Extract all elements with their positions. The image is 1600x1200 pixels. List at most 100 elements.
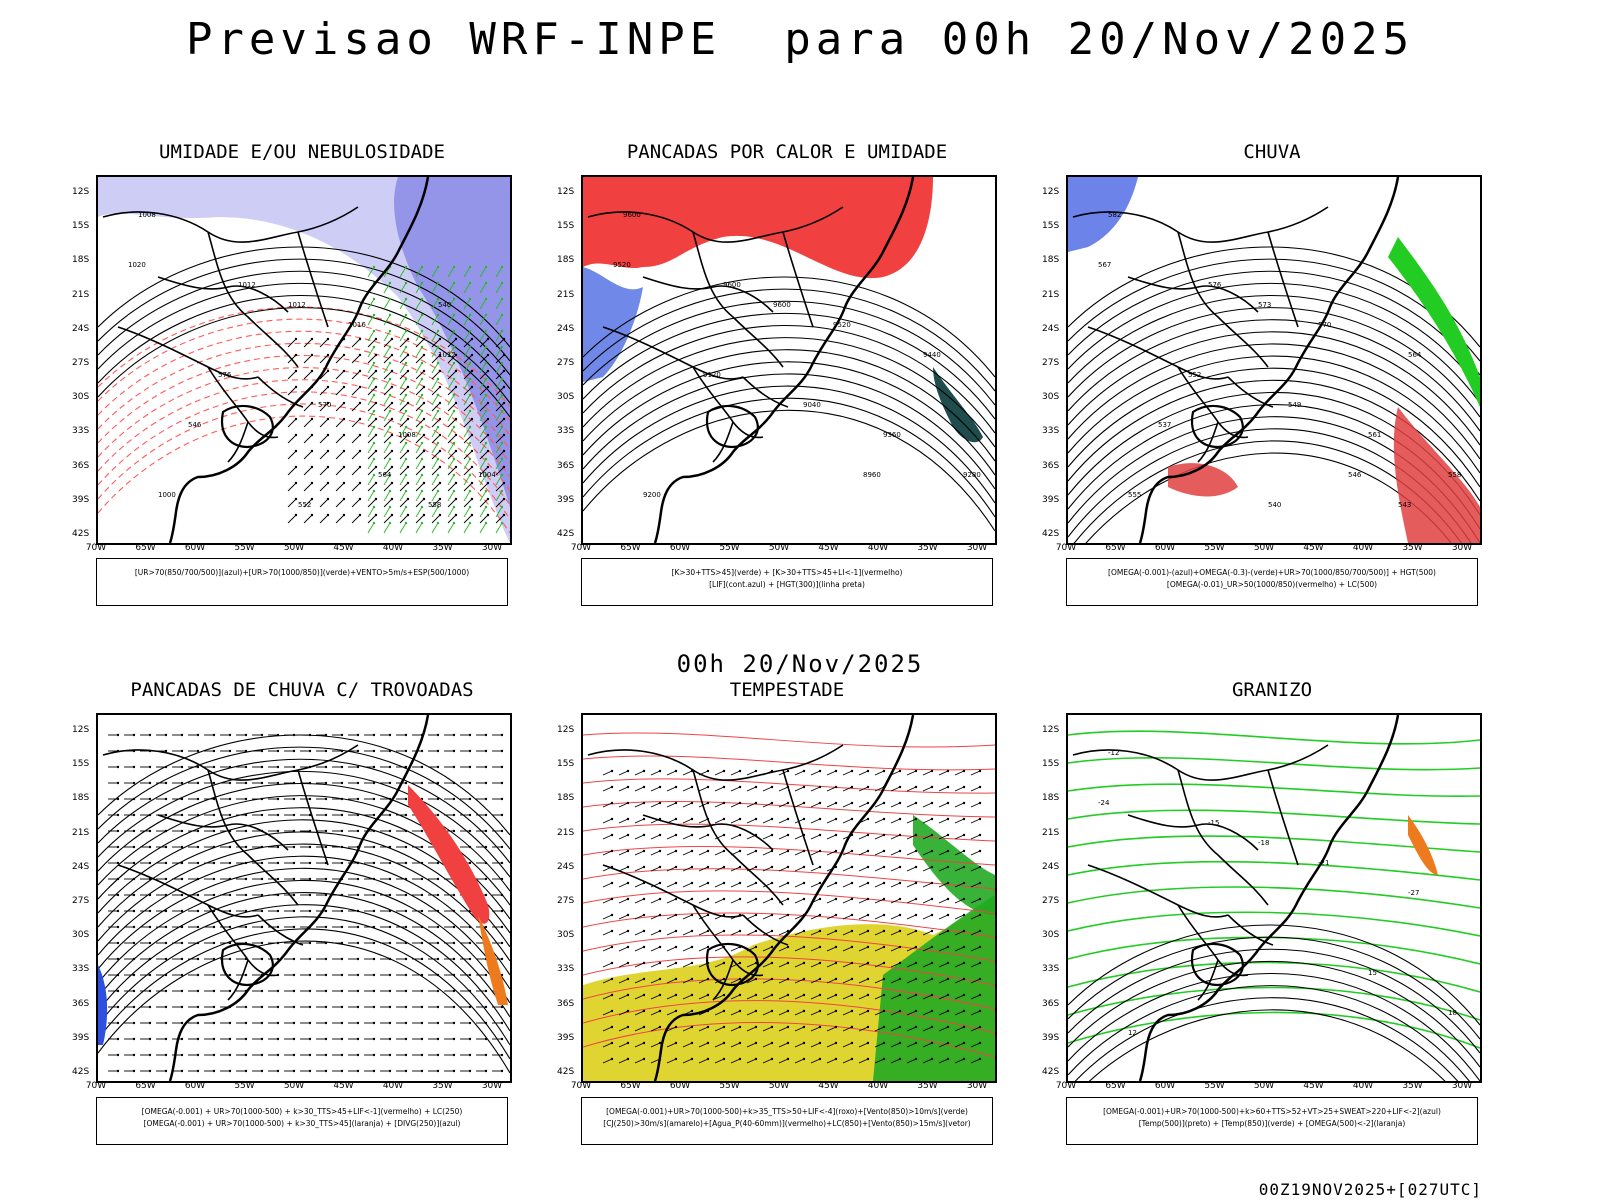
latitude-label: 24S (72, 323, 90, 334)
legend-line: [OMEGA(-0.01)_UR>50(1000/850)(vermelho) … (1166, 580, 1378, 589)
panel-title-pancadas-trovoadas: PANCADAS DE CHUVA C/ TROVOADAS (130, 679, 474, 701)
legend-chuva: [OMEGA(-0.001)-(azul)+OMEGA(-0.3)-(verde… (1066, 558, 1478, 606)
latitude-label: 33S (72, 426, 90, 437)
longitude-label: 45W (1303, 1081, 1324, 1091)
latitude-label: 42S (72, 1067, 90, 1077)
longitude-label: 60W (184, 543, 206, 553)
contour-label: -12 (1108, 749, 1119, 757)
contour-label: 546 (1348, 471, 1362, 479)
map-panel-pancadas-calor: 9600 9600 9600 9520 9520 9440 9360 9280 9200 9120… (581, 175, 997, 545)
contour-label: 549 (1288, 401, 1301, 409)
map-graphic-chuva: 582 576 573 570 567 564 561 558 555 552 549 546 543 5… (1068, 177, 1480, 543)
legend-tempestade: [OMEGA(-0.001)+UR>70(1000-500)+k>35_TTS>… (581, 1097, 993, 1145)
contour-label: 9440 (923, 351, 941, 359)
latitude-label: 15S (557, 759, 575, 770)
longitude-label: 55W (234, 1081, 255, 1091)
longitude-label: 35W (432, 543, 453, 553)
contour-label: 546 (188, 421, 202, 429)
latitude-label: 33S (1042, 426, 1060, 437)
legend-line: [OMEGA(-0.001)-(azul)+OMEGA(-0.3)-(verde… (1108, 568, 1436, 577)
map-panel-chuva: 582 576 573 570 567 564 561 558 555 552 549 546 543 5… (1066, 175, 1482, 545)
contour-label: 576 (218, 371, 232, 379)
latitude-label: 21S (72, 289, 90, 300)
latitude-label: 12S (557, 187, 575, 197)
longitude-label: 40W (867, 543, 889, 553)
latitude-label: 15S (72, 759, 90, 770)
latitude-label: 33S (557, 426, 575, 437)
longitude-label: 60W (669, 543, 691, 553)
panel-title-granizo: GRANIZO (1231, 679, 1313, 701)
contour-label: 543 (1398, 501, 1411, 509)
longitude-label: 60W (1154, 1081, 1176, 1091)
latitude-label: 33S (72, 964, 90, 975)
map-panel-tempestade (581, 713, 997, 1083)
latitude-label: 30S (72, 392, 90, 403)
legend-line: [OMEGA(-0.001)+UR>70(1000-500)+k>60+TTS>… (1103, 1107, 1441, 1116)
contour-label: 1016 (348, 321, 366, 329)
legend-line: [Temp(500)](preto) + [Temp(850)](verde) … (1138, 1119, 1406, 1128)
contour-label: 558 (1448, 471, 1461, 479)
contour-label: 9520 (613, 261, 631, 269)
longitude-label: 70W (85, 1081, 107, 1091)
longitude-label: 30W (481, 1081, 503, 1091)
contour-label: 8960 (863, 471, 881, 479)
latitude-label: 18S (72, 793, 90, 804)
latitude-label: 12S (72, 187, 90, 197)
map-panel-pancadas-trovoadas (96, 713, 512, 1083)
contour-label: 582 (1108, 211, 1121, 219)
longitude-label: 30W (966, 1081, 988, 1091)
contour-label: 15 (1368, 969, 1377, 977)
legend-line: [OMEGA(-0.001) + UR>70(1000-500) + k>30_… (143, 1119, 461, 1128)
latitude-label: 39S (1042, 1032, 1060, 1043)
latitude-label: 27S (557, 896, 575, 906)
longitude-label: 65W (1105, 1081, 1126, 1091)
longitude-label: 30W (1451, 543, 1473, 553)
contour-label: 561 (1368, 431, 1381, 439)
contour-label: 1012 (238, 281, 256, 289)
latitude-label: 30S (1042, 392, 1060, 403)
latitude-label: 42S (1042, 1067, 1060, 1077)
contour-label: 9280 (963, 471, 981, 479)
latitude-label: 30S (72, 930, 90, 941)
contour-label: 552 (298, 501, 311, 509)
latitude-label: 12S (1042, 725, 1060, 735)
longitude-label: 55W (234, 543, 255, 553)
longitude-label: 50W (1253, 543, 1275, 553)
contour-label: 537 (1158, 421, 1171, 429)
contour-label: -18 (1258, 839, 1269, 847)
latitude-label: 36S (72, 460, 90, 471)
latitude-label: 36S (72, 998, 90, 1009)
latitude-label: 27S (1042, 358, 1060, 368)
map-graphic-pancadas-calor: 9600 9600 9600 9520 9520 9440 9360 9280 9200 9120… (583, 177, 995, 543)
longitude-label: 65W (135, 1081, 156, 1091)
contour-label: 1020 (128, 261, 146, 269)
latitude-label: 24S (1042, 861, 1060, 872)
legend-line: [OMEGA(-0.001)+UR>70(1000-500)+k>35_TTS>… (606, 1107, 968, 1116)
contour-label: 12 (1128, 1029, 1137, 1037)
contour-label: 9360 (883, 431, 901, 439)
longitude-label: 35W (1402, 543, 1423, 553)
longitude-label: 60W (669, 1081, 691, 1091)
contour-label: 576 (1208, 281, 1222, 289)
map-panel-granizo: -12 -15 -18 -21 -24 -27 15 18 12 (1066, 713, 1482, 1083)
longitude-label: 45W (333, 543, 354, 553)
legend-line: [OMEGA(-0.001) + UR>70(1000-500) + k>30_… (141, 1107, 463, 1116)
latitude-label: 18S (1042, 255, 1060, 266)
latitude-label: 30S (557, 930, 575, 941)
latitude-label: 12S (1042, 187, 1060, 197)
map-graphic-tempestade (583, 715, 995, 1081)
contour-label: 1008 (138, 211, 156, 219)
latitude-label: 39S (72, 1032, 90, 1043)
longitude-label: 55W (1204, 543, 1225, 553)
latitude-label: 21S (557, 289, 575, 300)
latitude-label: 42S (72, 529, 90, 539)
longitude-label: 50W (768, 543, 790, 553)
contour-label: -27 (1408, 889, 1419, 897)
longitude-label: 70W (1055, 543, 1077, 553)
longitude-label: 40W (382, 543, 404, 553)
panel-title-umidade: UMIDADE E/OU NEBULOSIDADE (159, 141, 445, 163)
latitude-label: 27S (557, 358, 575, 368)
map-graphic-pancadas-trovoadas (98, 715, 510, 1081)
latitude-label: 15S (1042, 759, 1060, 770)
longitude-label: 45W (818, 1081, 839, 1091)
